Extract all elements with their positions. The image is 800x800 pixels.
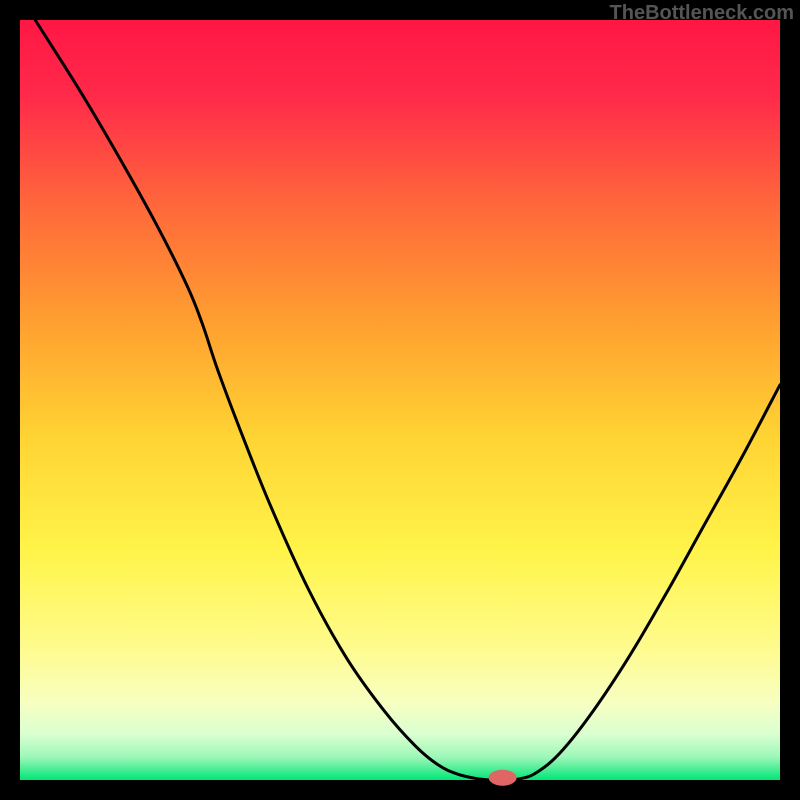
chart-container: { "watermark": { "text": "TheBottleneck.…: [0, 0, 800, 800]
bottleneck-chart: [0, 0, 800, 800]
plot-background: [20, 20, 780, 780]
optimal-marker: [489, 770, 517, 786]
watermark-text: TheBottleneck.com: [610, 2, 794, 25]
